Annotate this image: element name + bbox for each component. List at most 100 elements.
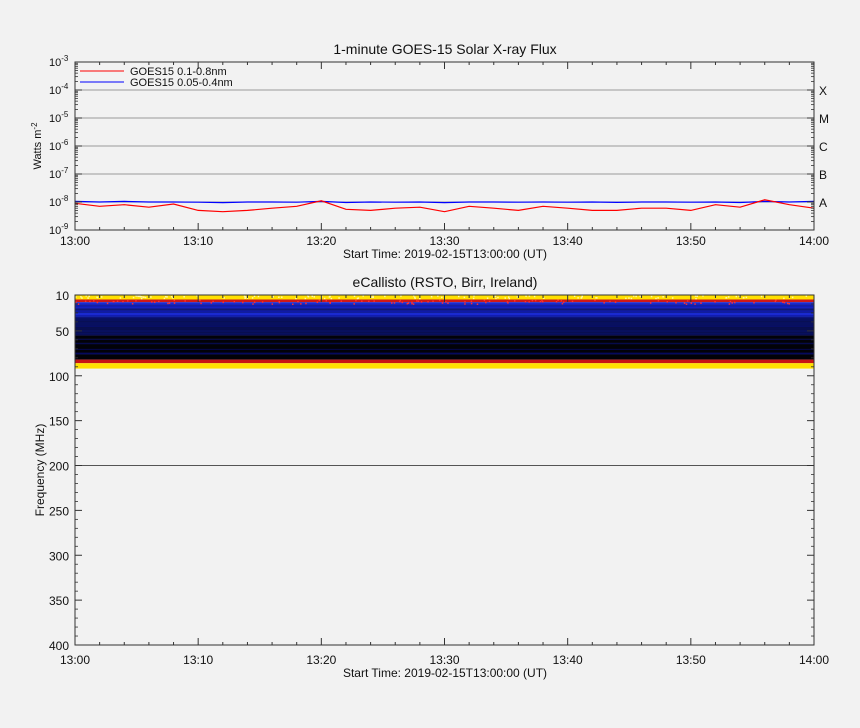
- spectrogram-speckle: [212, 300, 214, 303]
- spectrogram-speckle: [555, 301, 558, 303]
- spectrogram-speckle: [304, 297, 307, 300]
- spectrogram-speckle: [198, 299, 200, 301]
- spectrogram-speckle: [84, 300, 87, 302]
- spectrogram-speckle: [525, 295, 527, 297]
- spectrogram-speckle: [411, 302, 413, 305]
- spectrogram-speckle: [399, 299, 401, 302]
- spectrogram-speckle: [401, 301, 404, 304]
- spectrogram-speckle: [398, 300, 401, 303]
- spectrogram-speckle: [702, 295, 704, 297]
- callisto-y-ticks: 10 50 100 150 200 250 300 350 400: [49, 289, 814, 653]
- spectrogram-speckle: [483, 299, 486, 302]
- spectrogram-speckle: [300, 303, 302, 305]
- x-tick-label: 13:10: [183, 234, 213, 248]
- spectrogram-texture: [75, 332, 814, 334]
- spectrogram-speckle: [783, 297, 785, 300]
- spectrogram-texture: [75, 339, 814, 341]
- spectrogram-speckle: [77, 303, 80, 305]
- spectrogram-speckle: [307, 295, 310, 298]
- spectrogram-texture: [75, 310, 814, 312]
- spectrogram-speckle: [199, 299, 201, 302]
- class-label-b: B: [819, 168, 827, 182]
- x-tick-label: 13:30: [429, 653, 459, 667]
- spectrogram-speckle: [281, 296, 283, 298]
- spectrogram-texture: [75, 329, 814, 331]
- spectrogram-speckle: [414, 296, 416, 299]
- spectrogram-speckle: [329, 295, 331, 298]
- spectrogram-speckle: [686, 300, 689, 302]
- spectrogram-speckle: [534, 299, 537, 302]
- spectrogram-speckle: [783, 301, 786, 304]
- spectrogram-speckle: [116, 300, 119, 303]
- x-tick-label: 13:40: [553, 234, 583, 248]
- spectrogram-speckle: [788, 303, 791, 305]
- spectrogram-speckle: [470, 300, 473, 303]
- y-tick-label: 200: [49, 460, 69, 474]
- spectrogram-speckle: [557, 299, 559, 302]
- x-tick-label: 13:50: [676, 234, 706, 248]
- spectrogram-texture: [75, 317, 814, 319]
- spectrogram-speckle: [257, 295, 260, 298]
- spectrogram-speckle: [88, 295, 90, 298]
- spectrogram-speckle: [150, 296, 152, 298]
- spectrogram-speckle: [242, 301, 244, 304]
- x-tick-label: 13:20: [306, 234, 336, 248]
- spectrogram-speckle: [488, 300, 491, 303]
- spectrogram-speckle: [731, 302, 733, 304]
- goes-y-axis-label: Watts m-2: [30, 122, 44, 170]
- legend-label-short: GOES15 0.05-0.4nm: [130, 77, 233, 89]
- spectrogram-speckle: [372, 296, 374, 299]
- spectrogram-speckle: [417, 300, 420, 302]
- y-tick-label: 50: [56, 325, 70, 339]
- spectrogram-speckle: [356, 297, 359, 300]
- spectrogram-speckle: [81, 297, 83, 299]
- y-tick-label: 100: [49, 370, 69, 384]
- spectrogram-speckle: [655, 297, 657, 300]
- spectrogram-speckle: [139, 295, 141, 297]
- spectrogram-speckle: [541, 301, 544, 303]
- spectrogram-speckle: [775, 299, 777, 301]
- spectrogram-speckle: [533, 295, 536, 298]
- spectrogram-speckle: [252, 303, 254, 305]
- spectrogram-speckle: [313, 296, 316, 298]
- spectrogram-texture: [75, 311, 814, 313]
- spectrogram-speckle: [725, 296, 728, 299]
- spectrogram-speckle: [728, 303, 731, 305]
- spectrogram-speckle: [329, 302, 331, 304]
- spectrogram-speckle: [439, 299, 441, 302]
- spectrogram-speckle: [595, 297, 597, 299]
- spectrogram-speckle: [318, 299, 321, 302]
- spectrogram-speckle: [167, 302, 169, 305]
- spectrogram-speckle: [486, 297, 489, 299]
- x-tick-label: 14:00: [799, 234, 829, 248]
- spectrogram-speckle: [92, 300, 95, 302]
- spectrogram-speckle: [407, 302, 410, 304]
- spectrogram-speckle: [168, 302, 171, 304]
- spectrogram-speckle: [173, 299, 176, 302]
- x-tick-label: 13:10: [183, 653, 213, 667]
- spectrogram-speckle: [140, 295, 142, 298]
- spectrogram-speckle: [630, 297, 633, 300]
- y-tick-label: 250: [49, 504, 69, 518]
- goes-y-ticks: 10-9 10-8 10-7 10-6 10-5 10-4 10-3: [49, 54, 814, 237]
- spectrogram-speckle: [140, 297, 143, 300]
- class-label-c: C: [819, 140, 828, 154]
- goes-class-gridlines: [75, 89, 814, 203]
- y-tick-label: 10-3: [49, 54, 69, 69]
- spectrogram-speckle: [508, 297, 511, 300]
- spectrogram-speckle: [695, 297, 697, 300]
- spectrogram-texture: [75, 315, 814, 316]
- spectrogram-speckle: [657, 300, 660, 302]
- spectrogram-speckle: [675, 301, 677, 304]
- spectrogram-texture: [75, 328, 814, 330]
- spectrogram-speckle: [561, 302, 564, 305]
- callisto-x-axis-label: Start Time: 2019-02-15T13:00:00 (UT): [343, 666, 547, 680]
- class-label-m: M: [819, 112, 829, 126]
- spectrogram-speckle: [560, 300, 563, 302]
- series-line-long: [74, 199, 815, 213]
- spectrogram-speckle: [164, 295, 167, 298]
- spectrogram-speckle: [135, 300, 137, 302]
- spectrogram-speckle: [325, 299, 328, 302]
- spectrogram-speckle: [292, 303, 294, 305]
